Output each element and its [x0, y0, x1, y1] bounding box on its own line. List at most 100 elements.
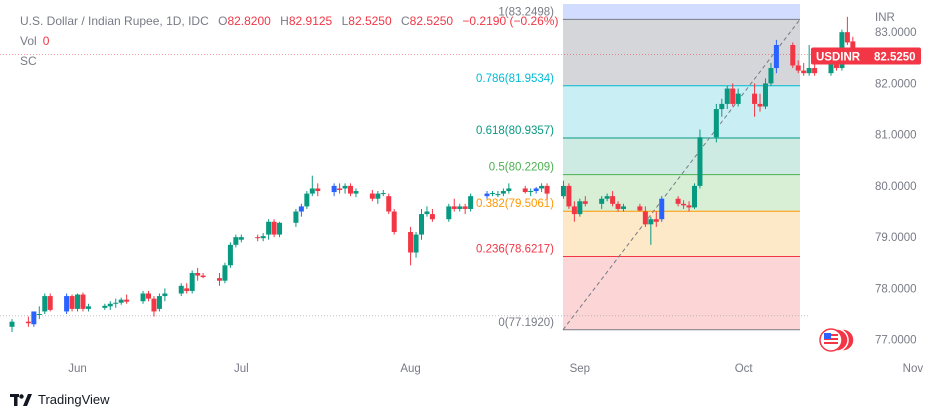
fib-trend-line[interactable] [562, 19, 801, 331]
candle[interactable] [457, 203, 463, 212]
candle[interactable] [692, 183, 697, 209]
candle[interactable] [293, 208, 299, 227]
candle[interactable] [102, 303, 108, 310]
symbol-title[interactable]: U.S. Dollar / Indian Rupee, 1D, IDC [20, 14, 209, 28]
candle[interactable] [69, 294, 75, 312]
candle[interactable] [801, 62, 807, 76]
candle[interactable] [369, 190, 375, 202]
candle[interactable] [408, 226, 414, 266]
candle[interactable] [391, 208, 397, 235]
candle[interactable] [582, 196, 588, 207]
candle[interactable] [566, 183, 572, 209]
candle[interactable] [577, 198, 583, 217]
candle[interactable] [36, 306, 42, 320]
candle[interactable] [184, 283, 190, 294]
candle[interactable] [200, 273, 206, 279]
candle[interactable] [429, 208, 435, 222]
candle[interactable] [255, 234, 261, 242]
candle[interactable] [528, 188, 534, 197]
country-flag-icon[interactable] [819, 328, 855, 352]
candle[interactable] [659, 196, 665, 222]
candle[interactable] [156, 293, 162, 312]
candle[interactable] [451, 198, 457, 212]
candle[interactable] [113, 298, 119, 308]
candle[interactable] [522, 185, 528, 194]
candle[interactable] [539, 183, 545, 193]
candle[interactable] [304, 191, 310, 209]
candle[interactable] [424, 206, 430, 217]
candle[interactable] [757, 93, 763, 112]
candle[interactable] [648, 216, 654, 245]
candle[interactable] [489, 191, 495, 197]
candle[interactable] [178, 283, 184, 297]
candle[interactable] [462, 203, 468, 215]
candle[interactable] [162, 288, 168, 302]
candle[interactable] [599, 196, 605, 209]
candle[interactable] [42, 293, 48, 315]
candle[interactable] [544, 183, 550, 199]
candle[interactable] [342, 183, 348, 194]
candle[interactable] [227, 242, 233, 268]
candle[interactable] [653, 211, 659, 227]
candle[interactable] [806, 44, 812, 76]
candle[interactable] [506, 183, 512, 194]
candle[interactable] [724, 85, 730, 110]
candle[interactable] [735, 88, 741, 107]
candle[interactable] [642, 206, 648, 227]
candle[interactable] [216, 273, 222, 286]
candle[interactable] [719, 98, 725, 117]
candle[interactable] [730, 83, 736, 107]
candle[interactable] [353, 188, 359, 198]
candle[interactable] [533, 186, 539, 194]
candle[interactable] [773, 39, 779, 74]
candle[interactable] [615, 201, 621, 212]
candle[interactable] [762, 78, 768, 110]
candle[interactable] [189, 270, 195, 294]
candle[interactable] [446, 203, 452, 222]
candle[interactable] [495, 191, 501, 198]
candle[interactable] [80, 292, 86, 312]
candle[interactable] [386, 193, 392, 215]
volume-label[interactable]: Vol [20, 34, 37, 48]
candle[interactable] [266, 219, 272, 240]
candle[interactable] [31, 311, 37, 327]
candle[interactable] [484, 191, 490, 199]
candle[interactable] [844, 16, 850, 45]
candle[interactable] [375, 191, 381, 204]
candle[interactable] [686, 201, 692, 212]
candle[interactable] [768, 62, 774, 86]
candle[interactable] [571, 201, 577, 222]
time-axis[interactable]: Jun Jul Aug Sep Oct Nov [68, 363, 923, 375]
candle[interactable] [140, 290, 146, 304]
candle[interactable] [560, 180, 566, 199]
candle[interactable] [151, 296, 157, 317]
candle[interactable] [675, 196, 681, 207]
candle[interactable] [713, 103, 719, 143]
candle[interactable] [697, 129, 703, 189]
candle[interactable] [795, 60, 801, 74]
price-axis[interactable]: INR 83.0000 82.0000 81.0000 80.0000 79.0000 78… [875, 12, 917, 347]
candle[interactable] [752, 83, 758, 117]
candle[interactable] [610, 191, 616, 207]
candle[interactable] [146, 290, 151, 302]
tradingview-brand[interactable]: TradingView [10, 392, 110, 407]
candle[interactable] [348, 183, 354, 197]
candle[interactable] [309, 175, 315, 197]
candle[interactable] [380, 190, 386, 197]
candle[interactable] [681, 200, 687, 209]
candle[interactable] [195, 267, 201, 281]
candle[interactable] [107, 301, 113, 310]
candle[interactable] [9, 319, 15, 332]
candle[interactable] [85, 303, 91, 312]
candle[interactable] [47, 293, 53, 312]
candle[interactable] [222, 262, 228, 284]
candle[interactable] [790, 42, 796, 69]
candle[interactable] [118, 297, 124, 305]
candle[interactable] [604, 193, 610, 202]
candle[interactable] [25, 316, 31, 327]
candle[interactable] [621, 203, 627, 212]
candle[interactable] [413, 232, 419, 258]
candle[interactable] [271, 219, 277, 238]
candle[interactable] [124, 294, 130, 304]
